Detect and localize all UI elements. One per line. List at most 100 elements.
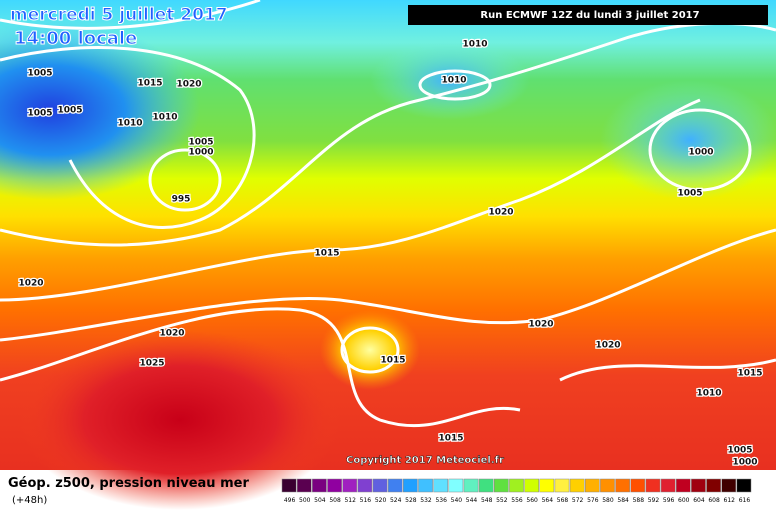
isobar-label: 1010 <box>117 119 142 129</box>
scale-label: 508 <box>329 497 341 504</box>
isobar-label: 1015 <box>438 434 463 444</box>
scale-swatch <box>736 478 752 493</box>
isobar-label: 1000 <box>688 148 713 158</box>
scale-label: 532 <box>420 497 432 504</box>
scale-swatch <box>387 478 403 493</box>
isobar-label: 1015 <box>137 79 162 89</box>
scale-label: 612 <box>724 497 736 504</box>
isobar-label: 1020 <box>159 329 184 339</box>
scale-label: 548 <box>481 497 493 504</box>
scale-label: 568 <box>557 497 569 504</box>
isobar-label: 1020 <box>176 80 201 90</box>
isobar-label: 995 <box>172 195 191 205</box>
scale-label: 504 <box>314 497 326 504</box>
scale-label: 604 <box>693 497 705 504</box>
run-box <box>408 5 768 25</box>
scale-swatch <box>630 478 646 493</box>
isobar-label: 1005 <box>57 106 82 116</box>
scale-label: 540 <box>451 497 463 504</box>
scale-swatch <box>433 478 449 493</box>
isobar-label: 1005 <box>727 446 752 456</box>
scale-swatch <box>539 478 555 493</box>
scale-swatch <box>584 478 600 493</box>
isobar-label: 1010 <box>462 40 487 50</box>
scale-label: 600 <box>678 497 690 504</box>
isobar-label: 1015 <box>737 369 762 379</box>
scale-swatch <box>721 478 737 493</box>
legend-title: Géop. z500, pression niveau mer <box>8 476 249 491</box>
isobar-label: 1000 <box>732 458 757 468</box>
scale-swatch <box>281 478 297 493</box>
run-text: Run ECMWF 12Z du lundi 3 juillet 2017 <box>480 10 699 21</box>
scale-swatch <box>691 478 706 493</box>
copyright: Copyright 2017 Meteociel.fr <box>346 455 504 466</box>
isobar-label: 1015 <box>314 249 339 259</box>
low <box>0 20 200 200</box>
isobar-label: 1010 <box>152 113 177 123</box>
date: mercredi 5 juillet 2017 <box>10 5 228 25</box>
scale-label: 576 <box>587 497 599 504</box>
high <box>20 330 340 510</box>
scale-label: 536 <box>435 497 447 504</box>
high <box>320 310 420 390</box>
scale-swatch <box>675 478 691 493</box>
scale-label: 528 <box>405 497 417 504</box>
scale-swatch <box>327 478 342 493</box>
scale-label: 572 <box>572 497 584 504</box>
isobar-label: 1020 <box>595 341 620 351</box>
scale-label: 608 <box>708 497 720 504</box>
scale-swatch <box>296 478 312 493</box>
time: 14:00 locale <box>14 28 137 49</box>
isobar-label: 1020 <box>18 279 43 289</box>
isobar-label: 1000 <box>188 148 213 158</box>
scale-swatch <box>403 478 418 493</box>
legend-horizon: (+48h) <box>12 495 47 506</box>
isobar-label: 1015 <box>380 356 405 366</box>
scale-swatch <box>615 478 630 493</box>
scale-label: 592 <box>648 497 660 504</box>
scale-label: 544 <box>466 497 478 504</box>
scale-label: 520 <box>375 497 387 504</box>
scale-swatch <box>554 478 570 493</box>
scale-label: 596 <box>663 497 675 504</box>
isobar-label: 1005 <box>677 189 702 199</box>
low <box>600 80 776 200</box>
scale-swatch <box>569 478 585 493</box>
scale-label: 560 <box>526 497 538 504</box>
scale-label: 496 <box>284 497 296 504</box>
scale-swatch <box>524 478 539 493</box>
scale-swatch <box>448 478 464 493</box>
scale-swatch <box>645 478 661 493</box>
scale-label: 524 <box>390 497 402 504</box>
isobar-label: 1025 <box>139 359 164 369</box>
scale-label: 552 <box>496 497 508 504</box>
isobar-label: 1005 <box>188 138 213 148</box>
isobar-label: 1005 <box>27 69 52 79</box>
isobar-label: 1010 <box>696 389 721 399</box>
low <box>370 40 530 120</box>
scale-label: 516 <box>360 497 372 504</box>
scale-label: 616 <box>739 497 751 504</box>
scale-swatch <box>660 478 676 493</box>
isobar-label: 1010 <box>441 76 466 86</box>
scale-label: 500 <box>299 497 311 504</box>
scale-label: 588 <box>633 497 645 504</box>
scale-swatch <box>312 478 327 493</box>
scale-swatch <box>418 478 433 493</box>
scale-swatch <box>342 478 358 493</box>
scale-label: 564 <box>542 497 554 504</box>
scale-label: 584 <box>617 497 629 504</box>
scale-swatch <box>494 478 509 493</box>
isobars <box>0 0 776 426</box>
color-scale: 496 500 504 508 512 516 520 524 528 532 536 540 544 5… <box>281 478 752 504</box>
scale-swatch <box>357 478 373 493</box>
scale-swatch <box>372 478 388 493</box>
scale-swatch <box>478 478 494 493</box>
isobar-label: 1020 <box>488 208 513 218</box>
scale-label: 512 <box>344 497 356 504</box>
scale-label: 580 <box>602 497 614 504</box>
scale-swatch <box>600 478 615 493</box>
scale-swatch <box>706 478 721 493</box>
isobar-label: 1020 <box>528 320 553 330</box>
